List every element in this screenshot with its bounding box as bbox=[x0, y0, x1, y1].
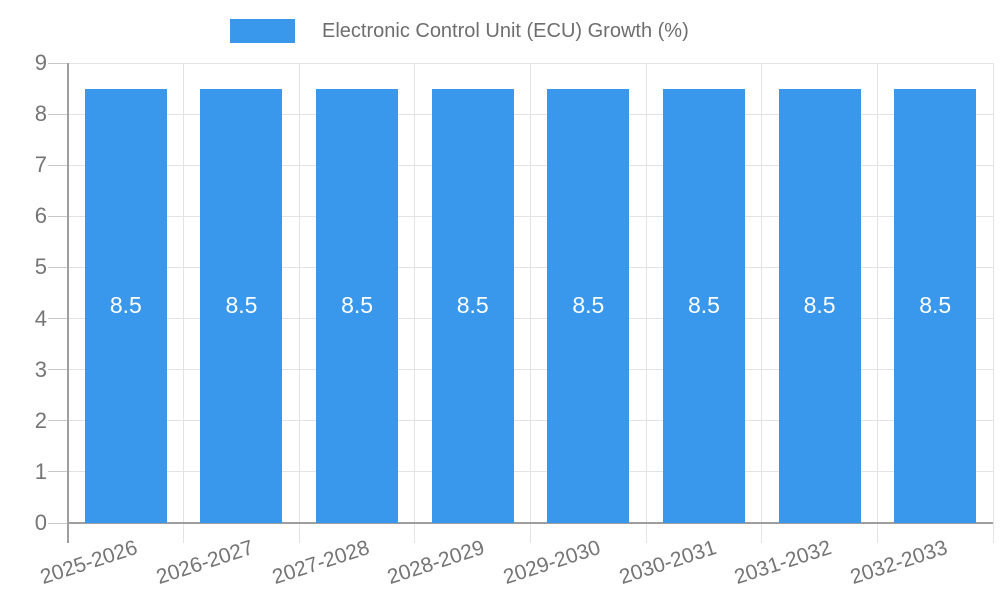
bar-value-label: 8.5 bbox=[109, 292, 142, 319]
bar[interactable]: 8.5 bbox=[200, 88, 283, 523]
bar-value-label: 8.5 bbox=[803, 292, 836, 319]
v-gridline bbox=[298, 63, 300, 543]
bar-value-label: 8.5 bbox=[919, 292, 952, 319]
bar-value-label: 8.5 bbox=[456, 292, 489, 319]
bar-value-label: 8.5 bbox=[225, 292, 258, 319]
x-axis-line bbox=[68, 522, 993, 524]
bar-value-label: 8.5 bbox=[572, 292, 605, 319]
y-axis-tick bbox=[48, 318, 68, 320]
v-gridline bbox=[992, 63, 994, 543]
x-axis-label: 2029-2030 bbox=[500, 536, 604, 589]
x-axis-label: 2031-2032 bbox=[731, 536, 835, 589]
y-axis-tick bbox=[48, 522, 68, 524]
bar-value-label: 8.5 bbox=[687, 292, 720, 319]
x-axis-label: 2027-2028 bbox=[269, 536, 372, 589]
bar[interactable]: 8.5 bbox=[431, 88, 514, 523]
y-axis-label: 2 bbox=[34, 407, 47, 433]
bar[interactable]: 8.5 bbox=[547, 88, 630, 523]
y-axis-label: 5 bbox=[34, 254, 47, 280]
v-gridline bbox=[414, 63, 416, 543]
x-axis-label: 2028-2029 bbox=[384, 536, 488, 589]
v-gridline bbox=[761, 63, 763, 543]
y-axis-tick bbox=[48, 62, 68, 64]
y-axis-label: 8 bbox=[34, 101, 47, 127]
bar[interactable]: 8.5 bbox=[778, 88, 861, 523]
v-gridline bbox=[876, 63, 878, 543]
legend-label: Electronic Control Unit (ECU) Growth (%) bbox=[322, 19, 689, 42]
legend-swatch bbox=[230, 19, 295, 43]
y-axis-tick bbox=[48, 215, 68, 217]
y-axis-label: 1 bbox=[34, 458, 47, 484]
y-axis-label: 0 bbox=[34, 510, 47, 535]
bar[interactable]: 8.5 bbox=[662, 88, 745, 523]
y-axis-tick bbox=[48, 113, 68, 115]
y-axis-tick bbox=[48, 369, 68, 371]
y-axis-tick bbox=[48, 471, 68, 473]
v-gridline bbox=[183, 63, 185, 543]
y-axis-tick bbox=[48, 164, 68, 166]
y-axis-label: 3 bbox=[34, 356, 47, 382]
bar[interactable]: 8.5 bbox=[894, 88, 977, 523]
legend-item[interactable]: Electronic Control Unit (ECU) Growth (%) bbox=[230, 19, 689, 43]
y-axis-line bbox=[67, 63, 69, 543]
y-axis-label: 7 bbox=[34, 152, 47, 178]
y-axis-tick bbox=[48, 266, 68, 268]
y-axis-label: 4 bbox=[34, 305, 47, 331]
x-axis-label: 2026-2027 bbox=[153, 536, 257, 589]
x-axis-label: 2025-2026 bbox=[37, 536, 141, 589]
v-gridline bbox=[645, 63, 647, 543]
x-axis-label: 2032-2033 bbox=[847, 536, 950, 589]
bar-value-label: 8.5 bbox=[341, 292, 374, 319]
y-axis-tick bbox=[48, 420, 68, 422]
x-axis-label: 2030-2031 bbox=[616, 536, 719, 589]
v-gridline bbox=[530, 63, 531, 543]
y-axis-label: 6 bbox=[34, 203, 47, 229]
y-axis-label: 9 bbox=[34, 50, 47, 75]
bar[interactable]: 8.5 bbox=[316, 88, 399, 523]
bar[interactable]: 8.5 bbox=[84, 88, 167, 523]
